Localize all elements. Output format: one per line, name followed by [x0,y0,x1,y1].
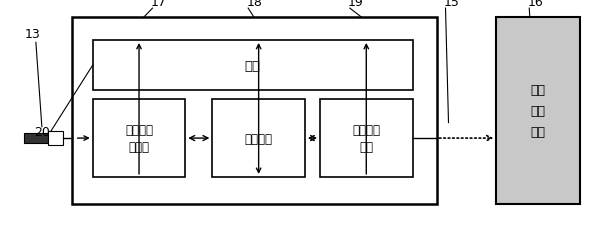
Text: 无线通讯
模块: 无线通讯 模块 [352,123,380,153]
Text: 17: 17 [151,0,166,9]
Bar [496,18,580,204]
Bar [48,132,63,145]
Bar [93,41,413,91]
Text: 18: 18 [246,0,262,9]
Text: 微处理器: 微处理器 [245,132,273,145]
Text: 电池: 电池 [245,59,261,72]
Bar [320,100,413,177]
Bar [93,100,185,177]
Text: 电容数字
转化器: 电容数字 转化器 [125,123,153,153]
Bar [24,133,48,143]
Text: 13: 13 [25,28,41,41]
Text: 外界
显示
设备: 外界 显示 设备 [530,84,546,139]
Text: 20: 20 [34,125,50,138]
Bar [212,100,305,177]
Text: 19: 19 [348,0,364,9]
Text: 15: 15 [444,0,459,9]
Bar [72,18,437,204]
Text: 16: 16 [527,0,543,9]
